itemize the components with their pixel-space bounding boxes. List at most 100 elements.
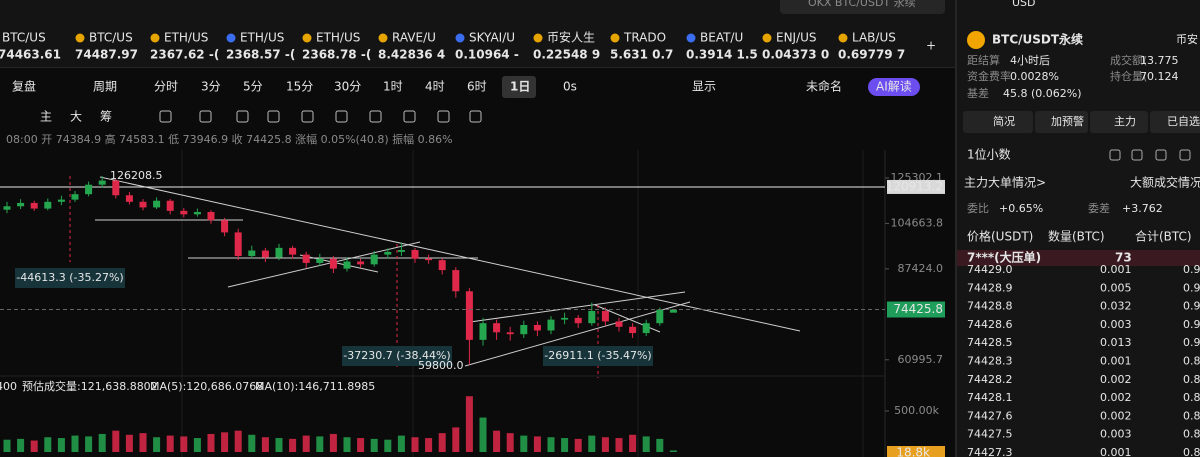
- big-order-row: [957, 250, 1200, 266]
- tool-icon[interactable]: [301, 110, 314, 123]
- ticker-price[interactable]: 2368.57 -(: [226, 48, 295, 62]
- ticker-name[interactable]: TRADO: [623, 31, 666, 45]
- ticker-price[interactable]: 0.69779 7: [838, 48, 905, 62]
- tool-icon[interactable]: [236, 110, 249, 123]
- candle-body: [452, 270, 460, 292]
- candle-body: [629, 326, 637, 334]
- ai-button[interactable]: [868, 78, 920, 96]
- tool-icon[interactable]: [267, 110, 280, 123]
- link[interactable]: 主力大单情况>: [964, 176, 1046, 190]
- tool-icon[interactable]: [469, 110, 482, 123]
- volume-bar: [520, 435, 528, 452]
- ticker-price[interactable]: 74463.61: [0, 48, 61, 62]
- currency[interactable]: USD: [1012, 0, 1036, 9]
- ticker-name[interactable]: SKYAI/U: [469, 31, 515, 45]
- ticker-price[interactable]: 8.42836 4: [378, 48, 445, 62]
- candle-body: [520, 324, 528, 335]
- toolbar-item[interactable]: 3分: [201, 80, 221, 94]
- ticker-price[interactable]: 2368.78 -(: [302, 48, 371, 62]
- candle-body: [261, 250, 269, 258]
- indicator-tab[interactable]: 大: [70, 110, 82, 124]
- indicator-tab[interactable]: 主: [40, 110, 52, 124]
- toolbar-item[interactable]: 1日: [510, 80, 530, 94]
- toolbar-item[interactable]: 1时: [383, 80, 403, 94]
- candle-body: [3, 206, 11, 210]
- candle-body: [17, 202, 25, 207]
- panel-icon[interactable]: [1109, 149, 1121, 161]
- panel-button[interactable]: [1035, 111, 1088, 133]
- toolbar-item[interactable]: 复盘: [12, 79, 36, 94]
- volume-bar: [316, 436, 324, 452]
- ask-qty: 0.002: [1100, 373, 1132, 386]
- ticker-name[interactable]: ETH/US: [316, 31, 360, 45]
- active-period: [502, 76, 536, 98]
- ticker-name[interactable]: BTC/US: [2, 31, 46, 45]
- toolbar-item[interactable]: 30分: [334, 80, 361, 94]
- ticker-price[interactable]: 0.10964 -: [455, 48, 519, 62]
- panel-button[interactable]: [1090, 111, 1148, 133]
- toolbar-item[interactable]: 15分: [286, 80, 313, 94]
- toolbar-item[interactable]: 4时: [425, 80, 445, 94]
- panel-button[interactable]: [963, 111, 1033, 133]
- ticker-name[interactable]: 币安人生: [547, 30, 595, 45]
- coin-icon: [378, 33, 388, 43]
- ticker-name[interactable]: BTC/US: [89, 31, 133, 45]
- ticker-price[interactable]: 74487.97: [75, 48, 138, 62]
- tool-icon[interactable]: [403, 110, 416, 123]
- panel-button-label[interactable]: 主力: [1114, 115, 1136, 128]
- book-header[interactable]: 数量(BTC): [1048, 229, 1105, 244]
- ticker-price[interactable]: 0.04373 0: [762, 48, 829, 62]
- ticker-name[interactable]: ENJ/US: [776, 31, 817, 45]
- ticker-name[interactable]: ETH/US: [164, 31, 208, 45]
- book-header[interactable]: 合计(BTC): [1135, 229, 1192, 244]
- candle-body: [642, 323, 650, 334]
- ask-price: 74428.5: [967, 336, 1013, 349]
- volume-bar: [370, 438, 378, 452]
- ticker-name[interactable]: BEAT/U: [700, 31, 743, 45]
- panel-button-label[interactable]: 简况: [993, 114, 1015, 128]
- tool-icon[interactable]: [437, 110, 450, 123]
- candle-body: [343, 261, 351, 269]
- candle-body: [506, 332, 514, 335]
- ticker-name[interactable]: RAVE/U: [392, 31, 436, 45]
- ohlc-line: 08:00 开 74384.9 高 74583.1 低 73946.9 收 74…: [6, 132, 453, 146]
- book-header[interactable]: 价格(USDT): [967, 229, 1033, 244]
- ticker-price[interactable]: 0.22548 9: [533, 48, 600, 62]
- panel-button-label[interactable]: 加预警: [1051, 114, 1084, 128]
- extreme-label: 126208.5: [110, 169, 163, 182]
- panel-icon[interactable]: [1179, 149, 1191, 161]
- ticker-name[interactable]: LAB/US: [852, 31, 896, 45]
- toolbar-item[interactable]: 未命名: [806, 79, 842, 94]
- volume-bar: [506, 433, 514, 452]
- tool-icon[interactable]: [199, 110, 212, 123]
- panel-icon[interactable]: [1131, 149, 1143, 161]
- ask-price: 74428.8: [967, 300, 1013, 313]
- candle-body: [656, 309, 664, 324]
- precision[interactable]: 1位小数: [967, 147, 1011, 162]
- tool-icon[interactable]: [159, 110, 172, 123]
- ticker-name[interactable]: ETH/US: [240, 31, 284, 45]
- toolbar-item[interactable]: 6时: [467, 80, 487, 94]
- toolbar-item[interactable]: 分时: [154, 80, 178, 94]
- indicator-tab[interactable]: 筹: [100, 110, 112, 124]
- tool-icon[interactable]: [369, 110, 382, 123]
- tool-icon[interactable]: [335, 110, 348, 123]
- link[interactable]: 大额成交情况: [1130, 175, 1200, 190]
- coin-icon: [150, 33, 160, 43]
- toolbar-item[interactable]: 显示: [692, 80, 716, 94]
- candle-body: [153, 200, 161, 208]
- toolbar-item[interactable]: AI解读: [876, 80, 912, 94]
- search-text[interactable]: OKX BTC/USDT 永续: [808, 0, 916, 9]
- ticker-price[interactable]: 5.631 0.7: [610, 48, 673, 62]
- ticker-price[interactable]: 0.3914 1.5: [686, 48, 758, 62]
- panel-icon[interactable]: [1155, 149, 1167, 161]
- ticker-price[interactable]: 2367.62 -(: [150, 48, 219, 62]
- toolbar-item[interactable]: 0s: [563, 80, 577, 94]
- panel-button-label[interactable]: 已自选: [1167, 115, 1200, 128]
- volume-bar: [207, 433, 215, 452]
- search-box[interactable]: [780, 0, 945, 14]
- toolbar-item[interactable]: 5分: [243, 80, 263, 94]
- candle-body: [370, 254, 378, 265]
- panel-button[interactable]: [1150, 111, 1200, 133]
- toolbar-item[interactable]: 周期: [93, 80, 117, 94]
